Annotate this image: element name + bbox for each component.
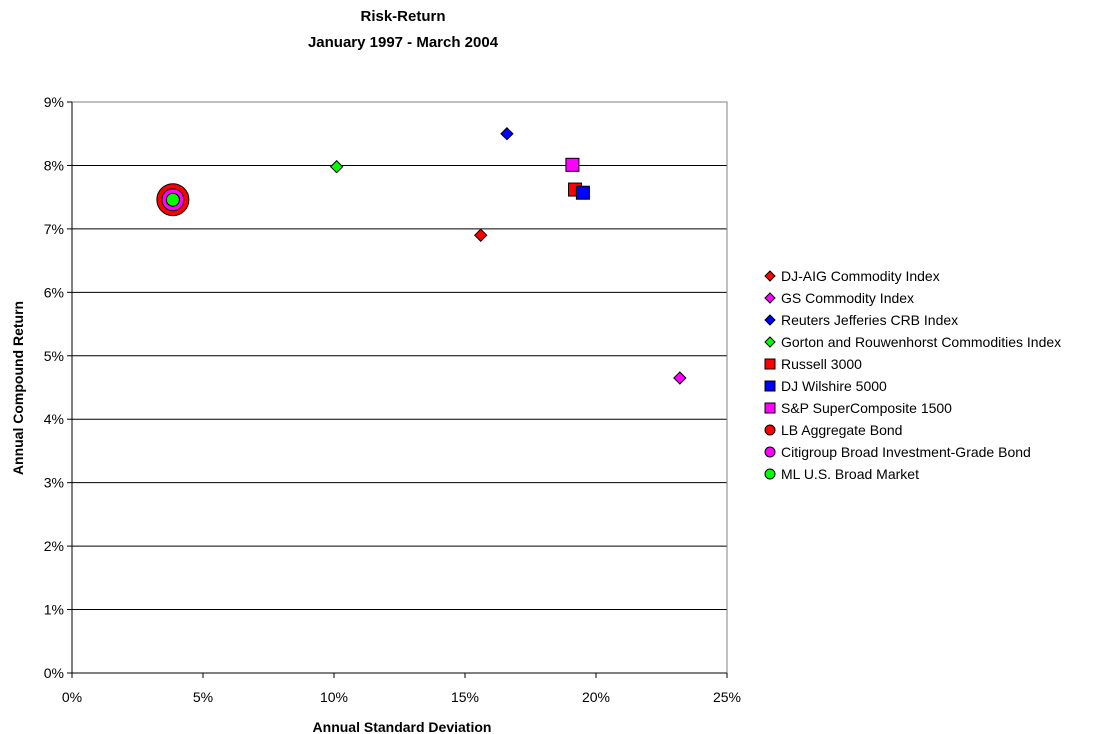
legend-marker-2: [764, 314, 776, 326]
x-tick-label-2: 10%: [320, 689, 348, 705]
legend-marker-8: [764, 446, 776, 458]
data-point-6: [565, 157, 580, 172]
x-tick-label-4: 20%: [582, 689, 610, 705]
y-tick-label-5: 5%: [44, 348, 64, 364]
legend-label-3: Gorton and Rouwenhorst Commodities Index: [781, 334, 1061, 350]
legend-label-7: LB Aggregate Bond: [781, 422, 902, 438]
y-tick-label-9: 9%: [44, 94, 64, 110]
legend-marker-9: [764, 468, 776, 480]
chart-title: Risk-Return: [360, 8, 445, 25]
x-axis: 0% 5% 10% 15% 20% 25%: [62, 672, 741, 705]
y-tick-label-8: 8%: [44, 157, 64, 173]
data-point-5: [575, 185, 590, 200]
x-tick-label-3: 15%: [451, 689, 479, 705]
x-axis-title: Annual Standard Deviation: [313, 719, 492, 734]
legend-label-9: ML U.S. Broad Market: [781, 466, 919, 482]
data-markers: [156, 127, 687, 385]
data-point-0: [474, 228, 488, 242]
chart-title-group: Risk-Return January 1997 - March 2004: [308, 8, 499, 51]
legend-marker-6: [764, 402, 776, 414]
x-tick-label-1: 5%: [193, 689, 213, 705]
data-point-3: [329, 160, 344, 174]
legend-label-8: Citigroup Broad Investment-Grade Bond: [781, 444, 1031, 460]
legend-marker-1: [764, 292, 776, 304]
legend: DJ-AIG Commodity Index GS Commodity Index…: [764, 268, 1061, 482]
legend-marker-0: [764, 270, 776, 282]
legend-label-5: DJ Wilshire 5000: [781, 378, 887, 394]
data-point-2: [500, 127, 514, 141]
y-axis-title: Annual Compound Return: [10, 301, 26, 475]
x-tick-label-0: 0%: [62, 689, 82, 705]
y-tick-label-6: 6%: [44, 284, 64, 300]
gridlines: [72, 164, 727, 611]
chart-subtitle: January 1997 - March 2004: [308, 34, 499, 51]
legend-label-2: Reuters Jefferies CRB Index: [781, 312, 958, 328]
legend-label-1: GS Commodity Index: [781, 290, 914, 306]
legend-marker-3: [764, 336, 776, 348]
y-tick-label-0: 0%: [44, 665, 64, 681]
legend-marker-5: [764, 380, 776, 392]
y-tick-label-1: 1%: [44, 602, 64, 618]
legend-marker-7: [764, 424, 776, 436]
y-axis: 0% 1% 2% 3% 4% 5% 6% 7% 8% 9%: [44, 94, 73, 681]
legend-label-6: S&P SuperComposite 1500: [781, 400, 952, 416]
legend-marker-4: [764, 358, 776, 370]
plot-area: 0% 1% 2% 3% 4% 5% 6% 7% 8% 9% 0% 5% 10% 15% 20% 25%: [44, 94, 741, 705]
y-tick-label-3: 3%: [44, 475, 64, 491]
x-tick-label-5: 25%: [713, 689, 741, 705]
legend-label-4: Russell 3000: [781, 356, 862, 372]
y-tick-label-7: 7%: [44, 221, 64, 237]
data-point-1: [673, 371, 687, 385]
data-point-9: [165, 192, 180, 207]
y-tick-label-2: 2%: [44, 538, 64, 554]
y-tick-label-4: 4%: [44, 411, 64, 427]
legend-label-0: DJ-AIG Commodity Index: [781, 268, 940, 284]
